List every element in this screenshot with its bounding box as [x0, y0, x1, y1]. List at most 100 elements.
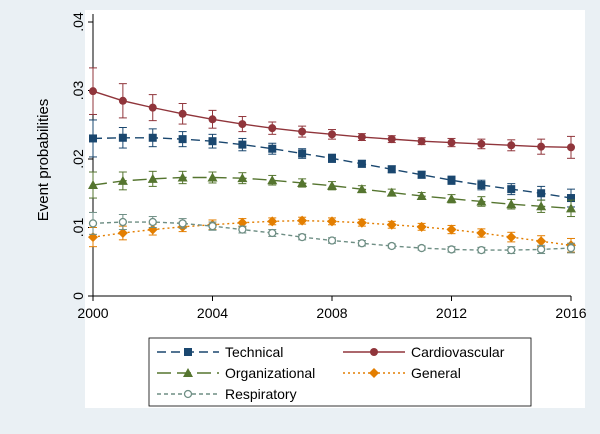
data-point	[178, 109, 187, 118]
data-point	[477, 139, 486, 148]
legend-marker	[184, 348, 192, 356]
legend: Technical Cardiovascular Organizational Gen…	[148, 337, 532, 407]
legend-item-general: General	[343, 365, 461, 381]
data-point	[446, 193, 457, 203]
data-point	[476, 227, 487, 238]
data-point	[446, 224, 457, 235]
data-point	[356, 217, 367, 228]
data-point	[447, 138, 456, 147]
data-point	[357, 239, 367, 248]
legend-marker	[183, 368, 193, 377]
data-point	[89, 87, 97, 96]
data-point	[268, 228, 277, 238]
legend-label: General	[411, 365, 461, 381]
data-point	[536, 201, 547, 211]
data-point	[417, 137, 426, 146]
data-point	[566, 243, 576, 253]
data-point	[237, 173, 248, 183]
data-point	[178, 219, 187, 228]
data-point	[118, 217, 128, 227]
series-cardiovascular	[89, 67, 575, 159]
data-point	[298, 127, 307, 136]
legend-label: Respiratory	[225, 386, 297, 402]
data-point	[537, 142, 546, 151]
data-point	[298, 149, 307, 158]
data-point	[268, 144, 277, 153]
data-point	[447, 176, 456, 185]
y-tick-label: 0	[70, 292, 86, 300]
data-point	[297, 177, 308, 187]
series-respiratory	[88, 211, 576, 255]
legend-marker	[369, 368, 379, 378]
data-point	[177, 172, 188, 182]
data-point	[208, 115, 217, 124]
legend-label: Organizational	[225, 365, 315, 381]
data-point	[238, 120, 247, 129]
axes: 0 .01 .02 .03 .04 2000 2004 2008 2012 2016	[70, 12, 587, 321]
data-point	[118, 96, 127, 105]
data-point	[537, 189, 546, 198]
legend-label: Cardiovascular	[411, 344, 505, 360]
data-point	[417, 170, 426, 179]
data-point	[476, 196, 487, 206]
x-tick-label: 2004	[197, 305, 228, 321]
data-point	[536, 245, 546, 254]
data-point	[536, 236, 547, 247]
data-point	[566, 203, 576, 213]
data-point	[357, 133, 366, 142]
data-point	[208, 221, 217, 231]
series-technical	[89, 119, 575, 208]
data-point	[238, 140, 247, 149]
x-tick-label: 2016	[555, 305, 586, 321]
data-point	[477, 181, 486, 190]
data-point	[207, 172, 218, 182]
legend-marker	[183, 389, 193, 399]
data-point	[386, 219, 397, 230]
legend-label: Technical	[225, 344, 283, 360]
data-point	[328, 130, 336, 139]
data-point	[297, 232, 307, 242]
data-point	[88, 180, 98, 190]
legend-item-cardiovascular: Cardiovascular	[343, 344, 505, 360]
data-point	[507, 141, 516, 150]
data-point	[148, 133, 157, 142]
data-point	[267, 175, 278, 185]
data-point	[89, 134, 97, 143]
data-point	[327, 180, 337, 190]
data-point	[297, 215, 308, 226]
x-tick-label: 2008	[316, 305, 347, 321]
data-point	[386, 187, 397, 197]
data-point	[328, 154, 336, 163]
data-point	[238, 225, 247, 234]
data-point	[88, 219, 98, 228]
x-tick-label: 2000	[77, 305, 108, 321]
series-organizational	[88, 170, 576, 218]
series-general	[88, 215, 576, 253]
legend-item-organizational: Organizational	[157, 365, 315, 381]
x-tick-label: 2012	[436, 305, 467, 321]
data-point	[567, 143, 575, 152]
data-point	[118, 133, 127, 142]
y-axis-label: Event probabilities	[35, 99, 52, 222]
data-point	[387, 241, 396, 251]
data-point	[268, 124, 277, 133]
data-point	[417, 243, 426, 253]
series-line	[92, 176, 572, 210]
legend-item-respiratory: Respiratory	[157, 386, 297, 402]
data-point	[237, 217, 248, 228]
data-point	[387, 165, 396, 174]
legend-marker	[370, 348, 378, 356]
data-point	[178, 135, 187, 144]
series-layer	[88, 67, 576, 255]
data-point	[147, 173, 158, 183]
data-point	[567, 194, 575, 203]
data-point	[327, 216, 337, 227]
data-point	[507, 245, 516, 255]
data-point	[327, 236, 337, 245]
legend-item-technical: Technical	[157, 344, 283, 360]
series-line	[92, 219, 572, 247]
legend-box	[148, 337, 532, 407]
data-point	[148, 103, 157, 112]
data-point	[507, 185, 516, 194]
